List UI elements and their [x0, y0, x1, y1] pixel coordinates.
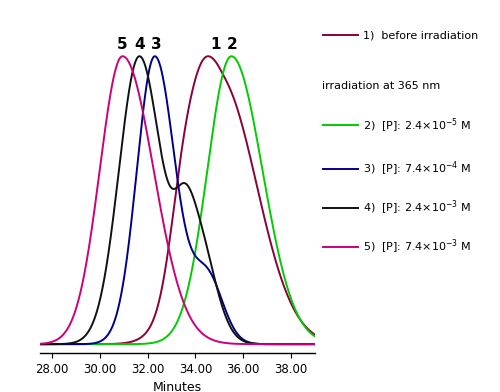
Text: 1: 1	[210, 37, 221, 52]
Text: 3: 3	[150, 37, 162, 52]
Text: 4: 4	[134, 37, 144, 52]
Text: 3)  [P]: 7.4$\times$10$^{-4}$ M: 3) [P]: 7.4$\times$10$^{-4}$ M	[362, 160, 471, 178]
Text: 4)  [P]: 2.4$\times$10$^{-3}$ M: 4) [P]: 2.4$\times$10$^{-3}$ M	[362, 199, 471, 217]
Text: 5: 5	[117, 37, 128, 52]
Text: 5)  [P]: 7.4$\times$10$^{-3}$ M: 5) [P]: 7.4$\times$10$^{-3}$ M	[362, 238, 471, 256]
Text: 2: 2	[227, 37, 238, 52]
X-axis label: Minutes: Minutes	[153, 381, 202, 392]
Text: 1)  before irradiation: 1) before irradiation	[362, 30, 478, 40]
Text: irradiation at 365 nm: irradiation at 365 nm	[322, 81, 441, 91]
Text: 2)  [P]: 2.4$\times$10$^{-5}$ M: 2) [P]: 2.4$\times$10$^{-5}$ M	[362, 116, 471, 134]
